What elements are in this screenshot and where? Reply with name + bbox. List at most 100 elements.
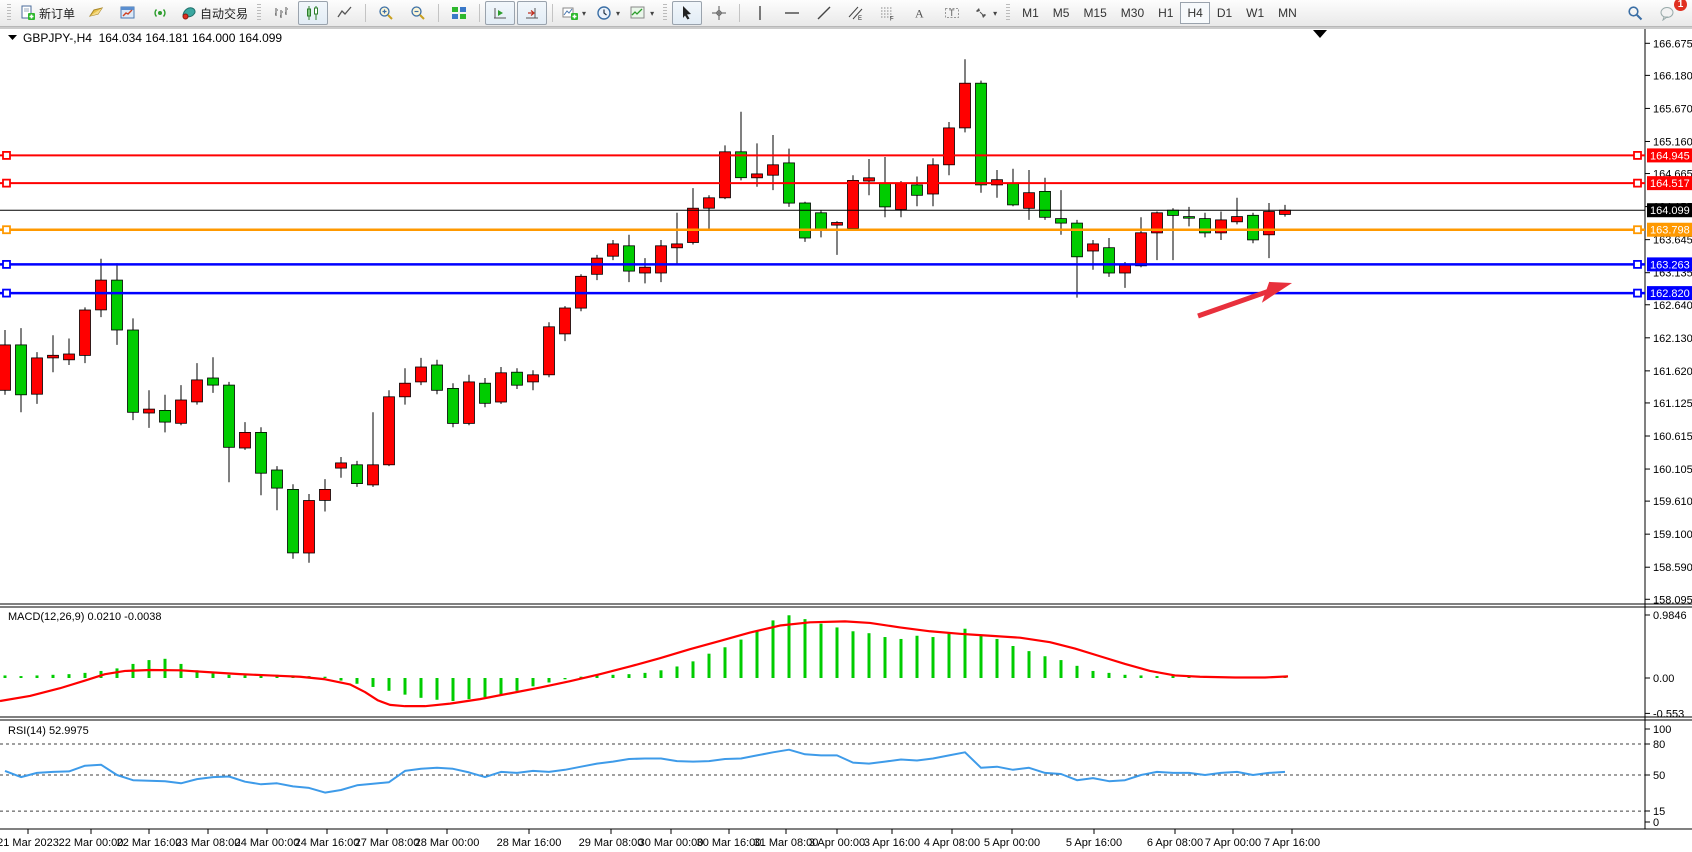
annotation-arrow-shaft[interactable] bbox=[1197, 287, 1273, 319]
candlestick-button[interactable] bbox=[298, 1, 329, 25]
timeframe-m5-button[interactable]: M5 bbox=[1052, 6, 1070, 20]
timeframe-m1-button[interactable]: M1 bbox=[1022, 6, 1039, 20]
candle-body bbox=[895, 182, 907, 210]
timeframe-h1-button[interactable]: H1 bbox=[1158, 6, 1174, 20]
svg-text:E: E bbox=[858, 16, 862, 21]
line-anchor-handle[interactable] bbox=[2, 178, 11, 188]
price-axis-label: 158.590 bbox=[1653, 562, 1692, 574]
candle-body bbox=[1167, 209, 1179, 216]
line-anchor-handle[interactable] bbox=[2, 151, 11, 160]
time-axis-label: 7 Apr 16:00 bbox=[1264, 837, 1320, 849]
candle-body bbox=[511, 371, 523, 386]
macd-axis-label: 0.00 bbox=[1653, 673, 1674, 685]
chevron-down-icon: ▾ bbox=[616, 8, 621, 18]
rsi-axis-label: 100 bbox=[1653, 724, 1671, 736]
chart-shift-marker[interactable] bbox=[1313, 30, 1327, 38]
bar-chart-button[interactable] bbox=[266, 1, 296, 25]
candle-body bbox=[799, 202, 811, 239]
templates-button[interactable]: ▾ bbox=[626, 1, 658, 25]
line-anchor-handle[interactable] bbox=[1633, 178, 1642, 188]
timeframe-m30-button[interactable]: M30 bbox=[1120, 6, 1145, 20]
tile-windows-button[interactable] bbox=[444, 1, 474, 25]
line-anchor-handle[interactable] bbox=[1633, 288, 1642, 298]
candle-body bbox=[655, 245, 667, 274]
line-anchor-handle[interactable] bbox=[2, 259, 11, 269]
timeframe-m15-button[interactable]: M15 bbox=[1083, 6, 1107, 20]
candle-body bbox=[1055, 218, 1067, 224]
new-order-button[interactable]: 新订单 bbox=[16, 1, 79, 25]
auto-trading-button[interactable]: 自动交易 bbox=[177, 1, 252, 25]
candle-body bbox=[719, 151, 731, 199]
periods-button[interactable]: ▾ bbox=[592, 1, 624, 25]
time-axis-label: 28 Mar 16:00 bbox=[497, 837, 562, 849]
time-axis-label: 4 Apr 08:00 bbox=[924, 837, 980, 849]
line-anchor-handle[interactable] bbox=[1633, 151, 1642, 160]
candle-body bbox=[447, 387, 459, 424]
candle-body bbox=[735, 151, 747, 179]
candle-body bbox=[319, 488, 331, 501]
symbol-dropdown-icon[interactable] bbox=[8, 35, 17, 40]
toolbar-grip[interactable] bbox=[663, 4, 668, 22]
line-anchor-handle[interactable] bbox=[2, 288, 11, 298]
toolbar-grip[interactable] bbox=[1006, 4, 1011, 22]
fibonacci-button[interactable]: F bbox=[873, 1, 903, 25]
arrows-icon bbox=[976, 8, 987, 18]
candle-body bbox=[431, 364, 443, 391]
toolbar-grip[interactable] bbox=[257, 4, 262, 22]
auto-scroll-button[interactable] bbox=[517, 1, 548, 25]
timeframe-d1-button[interactable]: D1 bbox=[1216, 6, 1233, 20]
new-order-label: 新订单 bbox=[39, 6, 76, 21]
candle-body bbox=[255, 431, 267, 474]
time-axis-label: 22 Mar 16:00 bbox=[117, 837, 182, 849]
channel-icon: E bbox=[848, 6, 863, 21]
toolbar-grip[interactable] bbox=[7, 4, 11, 22]
chevron-down-icon: ▾ bbox=[582, 8, 587, 18]
shift-chart-button[interactable] bbox=[485, 1, 516, 25]
crosshair-button[interactable] bbox=[704, 1, 734, 25]
time-axis-label: 30 Mar 16:00 bbox=[697, 837, 762, 849]
charts-window-button[interactable] bbox=[113, 1, 143, 25]
arrows-button[interactable]: ▾ bbox=[969, 1, 1001, 25]
line-anchor-handle[interactable] bbox=[1633, 259, 1642, 269]
text-icon: A bbox=[915, 7, 924, 21]
line-anchor-handle[interactable] bbox=[1633, 225, 1642, 235]
price-axis-label: 159.610 bbox=[1653, 496, 1692, 508]
candle-body bbox=[159, 409, 171, 423]
time-axis-label: 31 Mar 08:00 bbox=[754, 837, 819, 849]
zoom-out-button[interactable] bbox=[403, 1, 433, 25]
candle-body bbox=[463, 381, 475, 424]
line-chart-button[interactable] bbox=[330, 1, 360, 25]
text-button[interactable]: A bbox=[905, 1, 935, 25]
signals-icon bbox=[154, 9, 166, 17]
search-button[interactable] bbox=[1620, 1, 1650, 25]
candle-body bbox=[1199, 218, 1211, 234]
candle-body bbox=[959, 82, 971, 129]
line-anchor-handle[interactable] bbox=[2, 225, 11, 235]
price-axis-label: 160.105 bbox=[1653, 464, 1692, 476]
trendline-button[interactable] bbox=[809, 1, 839, 25]
horizontal-line-button[interactable] bbox=[777, 1, 807, 25]
price-axis-label: 162.640 bbox=[1653, 300, 1692, 312]
vertical-line-button[interactable] bbox=[745, 1, 775, 25]
candle-body bbox=[863, 177, 875, 182]
time-axis-label: 6 Apr 08:00 bbox=[1147, 837, 1203, 849]
fibonacci-icon: F bbox=[881, 7, 894, 21]
signals-button[interactable] bbox=[145, 1, 175, 25]
cursor-button[interactable] bbox=[672, 1, 703, 25]
timeframe-h4-button[interactable]: H4 bbox=[1180, 2, 1210, 24]
rsi-axis-label: 0 bbox=[1653, 817, 1659, 829]
timeframe-w1-button[interactable]: W1 bbox=[1246, 6, 1265, 20]
channel-button[interactable]: E bbox=[841, 1, 871, 25]
candle-body bbox=[223, 384, 235, 448]
zoom-in-button[interactable] bbox=[371, 1, 401, 25]
chat-button[interactable]: 1 bbox=[1652, 0, 1687, 25]
annotation-arrow-head[interactable] bbox=[1261, 281, 1292, 303]
indicators-button[interactable]: ▾ bbox=[558, 1, 590, 25]
timeframe-mn-button[interactable]: MN bbox=[1278, 6, 1297, 20]
label-button[interactable]: T bbox=[937, 1, 967, 25]
profiles-button[interactable] bbox=[81, 1, 111, 25]
candle-body bbox=[751, 173, 763, 179]
time-axis-label: 3 Apr 16:00 bbox=[864, 837, 920, 849]
candle-body bbox=[79, 309, 91, 356]
